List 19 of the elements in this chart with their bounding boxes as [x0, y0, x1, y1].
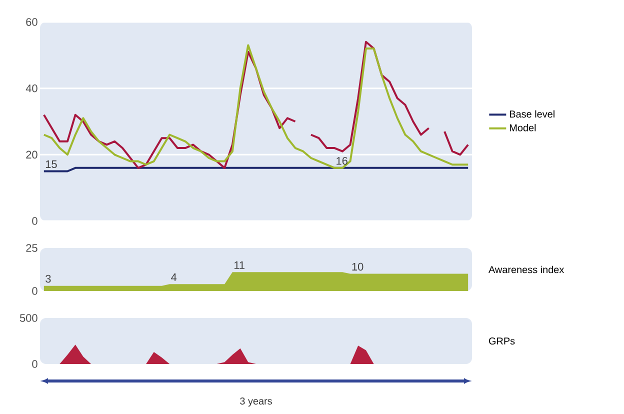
y-tick-label: 20 [26, 150, 38, 159]
legend-label: Base level [510, 110, 554, 118]
y-tick-label: 0 [32, 217, 38, 225]
y-tick-label: 60 [26, 18, 38, 26]
annotation: 3 [46, 274, 51, 283]
annotation: 4 [171, 273, 177, 281]
annotation: 10 [352, 262, 364, 271]
y-tick-label: 0 [32, 287, 38, 295]
y-tick-label: 25 [26, 244, 38, 252]
legend-label: Model [510, 124, 536, 132]
y-tick-label: 0 [32, 360, 38, 368]
annotation: 11 [234, 261, 244, 269]
annotation: 16 [336, 156, 348, 165]
x-axis-title: 3 years [240, 398, 272, 407]
text: Awareness index [488, 266, 564, 274]
annotation: 15 [46, 160, 57, 168]
y-tick-label: 500 [20, 314, 38, 322]
text: GRPs [488, 337, 515, 345]
y-tick-label: 40 [26, 84, 38, 92]
